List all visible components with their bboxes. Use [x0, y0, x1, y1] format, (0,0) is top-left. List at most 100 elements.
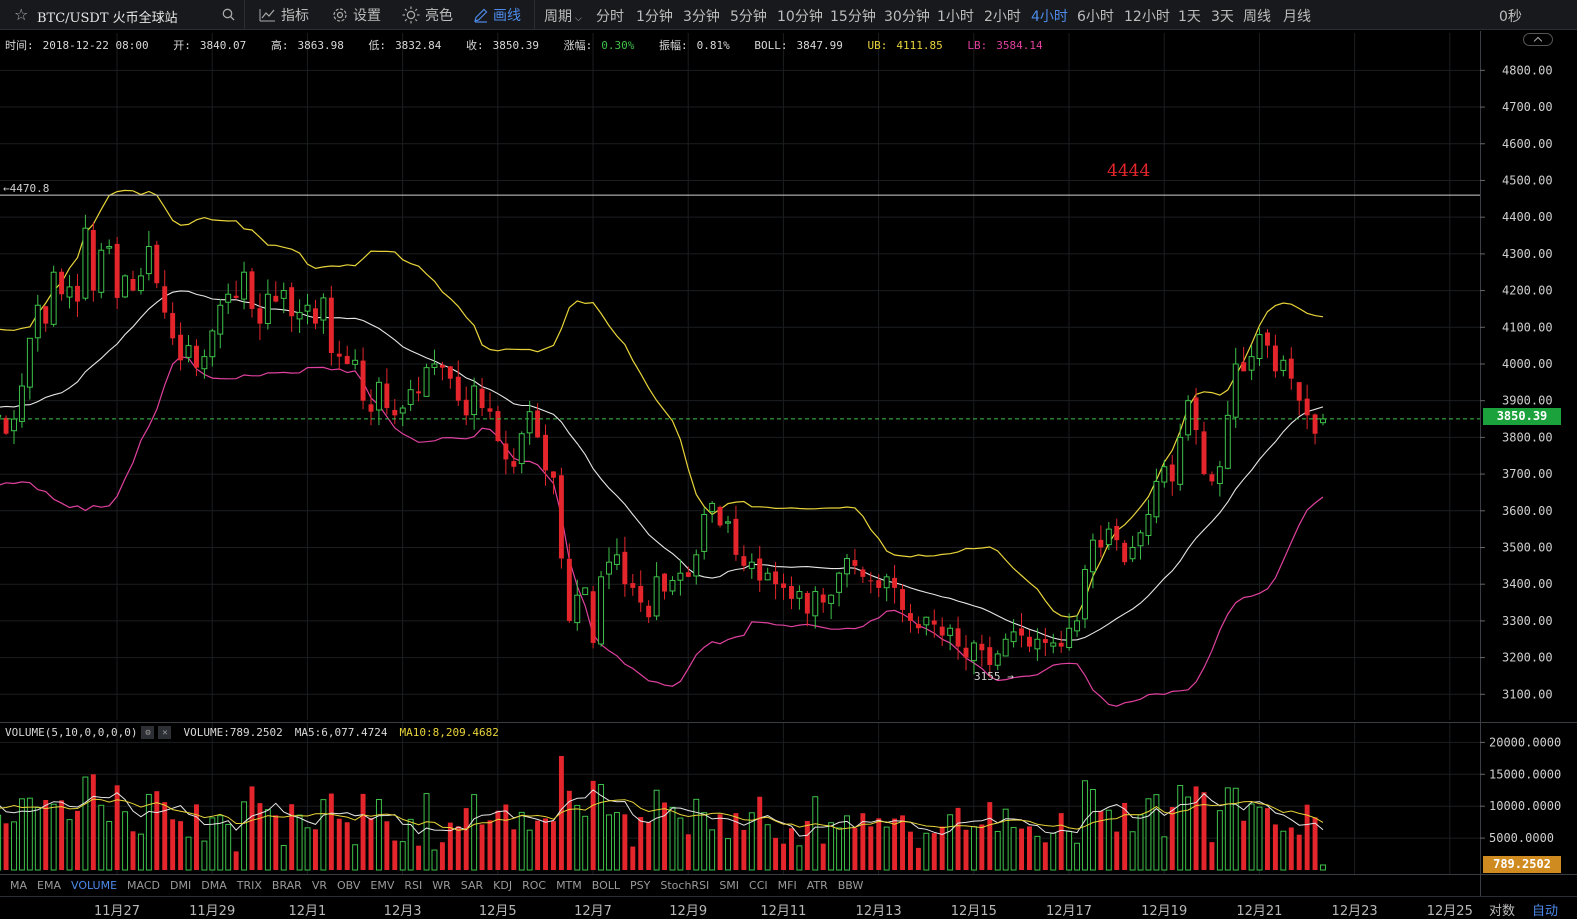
candle-body [59, 271, 65, 295]
star-icon[interactable]: ☆ [14, 5, 29, 24]
period-tab[interactable]: 周线 [1243, 9, 1271, 25]
indicator-tab-ma[interactable]: MA [10, 878, 28, 892]
period-tab[interactable]: 3天 [1211, 9, 1234, 25]
indicator-tab-rsi[interactable]: RSI [404, 878, 423, 892]
candle-body [773, 571, 779, 585]
period-tab[interactable]: 30分钟 [884, 9, 930, 25]
period-tab[interactable]: 1小时 [937, 9, 974, 25]
candle-body [677, 572, 684, 581]
period-tab[interactable]: 10分钟 [777, 9, 823, 25]
chevron-down-icon: ⌵ [575, 14, 582, 24]
candle-body [955, 628, 961, 647]
volume-bar [1089, 788, 1096, 871]
period-tab[interactable]: 1分钟 [636, 9, 673, 25]
volume-bar [963, 829, 969, 870]
volume-bars [0, 756, 1326, 871]
search-icon[interactable] [222, 8, 235, 21]
candle-body [868, 580, 874, 582]
indicator-tab-psy[interactable]: PSY [630, 878, 651, 892]
period-tab[interactable]: 2小时 [984, 9, 1021, 25]
volume-bar [653, 789, 660, 871]
volume-bar [59, 800, 65, 870]
close-info: 收: 3850.39 [466, 39, 540, 52]
indicator-tab-mtm[interactable]: MTM [556, 878, 582, 892]
indicator-tab-macd[interactable]: MACD [127, 878, 161, 892]
log-scale-button[interactable]: 对数 [1489, 904, 1516, 919]
date-tick-label: 12月13 [855, 904, 902, 919]
indicator-tab-vr[interactable]: VR [311, 878, 327, 892]
period-tab[interactable]: 3分钟 [683, 9, 720, 25]
period-tab[interactable]: 15分钟 [830, 9, 876, 25]
indicator-tab-smi[interactable]: SMI [719, 878, 740, 892]
price-axis-label: 3200.00 [1502, 651, 1553, 665]
indicator-tab-obv[interactable]: OBV [337, 878, 361, 892]
indicator-tab-brar[interactable]: BRAR [271, 878, 302, 892]
collapse-button[interactable] [1523, 33, 1553, 46]
indicator-tab-ema[interactable]: EMA [37, 878, 61, 892]
volume-bar [812, 796, 819, 871]
settings-button[interactable]: 设置 [332, 0, 381, 30]
volume-bar [574, 804, 581, 871]
volume-bar [185, 836, 192, 871]
auto-scale-button[interactable]: 自动 [1532, 904, 1559, 919]
volume-bar [852, 827, 858, 870]
draw-line-button[interactable]: 画线 [473, 0, 521, 30]
candle-body [1010, 631, 1017, 643]
indicator-tab-sar[interactable]: SAR [460, 878, 484, 892]
candle-body [185, 345, 192, 358]
symbol-name[interactable]: BTC/USDT 火币全球站 [37, 11, 178, 26]
period-tab[interactable]: 12小时 [1124, 9, 1170, 25]
price-axis-label: 4000.00 [1502, 357, 1553, 371]
period-menu[interactable]: 周期 ⌵ [544, 6, 582, 26]
indicator-tab-emv[interactable]: EMV [370, 878, 395, 892]
indicator-tab-trix[interactable]: TRIX [236, 878, 262, 892]
indicator-tab-cci[interactable]: CCI [749, 878, 768, 892]
period-tab[interactable]: 分时 [596, 9, 624, 25]
volume-bar [1066, 830, 1073, 871]
candle-body [289, 287, 295, 317]
price-axis-label: 4200.00 [1502, 284, 1553, 298]
indicator-tab-mfi[interactable]: MFI [777, 878, 797, 892]
indicator-tab-boll[interactable]: BOLL [591, 878, 621, 892]
candle-body [970, 642, 977, 662]
indicator-tab-dma[interactable]: DMA [201, 878, 227, 892]
low-info: 低: 3832.84 [368, 39, 442, 52]
volume-bar [471, 794, 478, 871]
volume-bar [669, 806, 676, 871]
indicators-button[interactable]: 指标 [259, 0, 309, 30]
candle-body [1248, 356, 1255, 371]
volume-bar [1296, 834, 1302, 870]
candle-body [717, 506, 723, 526]
gear-icon[interactable]: ⚙ [141, 726, 155, 739]
volume-bar [106, 820, 113, 871]
period-tab[interactable]: 1天 [1178, 9, 1201, 25]
symbol-selector[interactable]: ☆ BTC/USDT 火币全球站 [0, 0, 245, 30]
volume-bar [947, 814, 954, 871]
candle-body [828, 594, 835, 604]
volume-bar [1288, 827, 1294, 870]
indicator-tab-stochrsi[interactable]: StochRSI [660, 878, 710, 892]
close-icon[interactable]: ✕ [158, 726, 172, 739]
candle-body [860, 569, 866, 577]
indicator-tab-roc[interactable]: ROC [522, 878, 547, 892]
volume-bar [820, 843, 826, 870]
candle-body [693, 554, 700, 577]
indicator-tab-kdj[interactable]: KDJ [493, 878, 513, 892]
theme-toggle-button[interactable]: 亮色 [402, 0, 453, 30]
candle-body [280, 290, 287, 299]
volume-bar [987, 802, 993, 870]
indicator-tab-dmi[interactable]: DMI [170, 878, 192, 892]
period-tab[interactable]: 6小时 [1077, 9, 1114, 25]
period-tab-active[interactable]: 4小时 [1031, 9, 1068, 25]
volume-bar [344, 822, 350, 870]
indicator-tab-wr[interactable]: WR [432, 878, 451, 892]
volume-bar [582, 815, 589, 871]
indicator-tab-atr[interactable]: ATR [806, 878, 828, 892]
indicator-tab-bbw[interactable]: BBW [837, 878, 864, 892]
period-tab[interactable]: 5分钟 [730, 9, 767, 25]
indicator-tab-volume[interactable]: VOLUME [70, 878, 118, 892]
volume-bar [789, 828, 794, 870]
period-tab[interactable]: 月线 [1283, 9, 1311, 25]
candle-body [685, 572, 691, 577]
